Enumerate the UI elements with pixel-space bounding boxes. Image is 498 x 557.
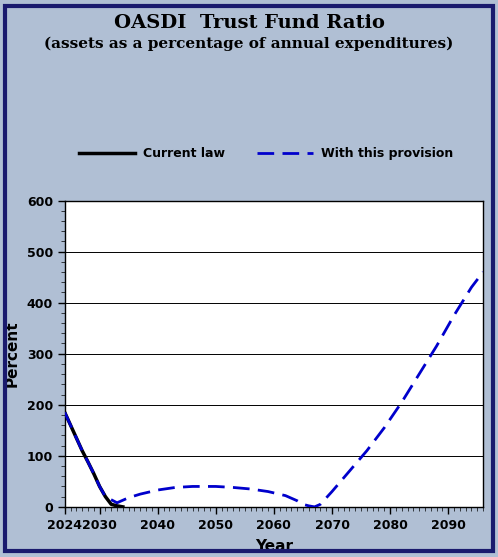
X-axis label: Year: Year bbox=[255, 539, 293, 554]
Y-axis label: Percent: Percent bbox=[5, 320, 20, 387]
Text: (assets as a percentage of annual expenditures): (assets as a percentage of annual expend… bbox=[44, 36, 454, 51]
Text: With this provision: With this provision bbox=[321, 146, 453, 160]
Text: Current law: Current law bbox=[143, 146, 225, 160]
Text: OASDI  Trust Fund Ratio: OASDI Trust Fund Ratio bbox=[114, 14, 384, 32]
